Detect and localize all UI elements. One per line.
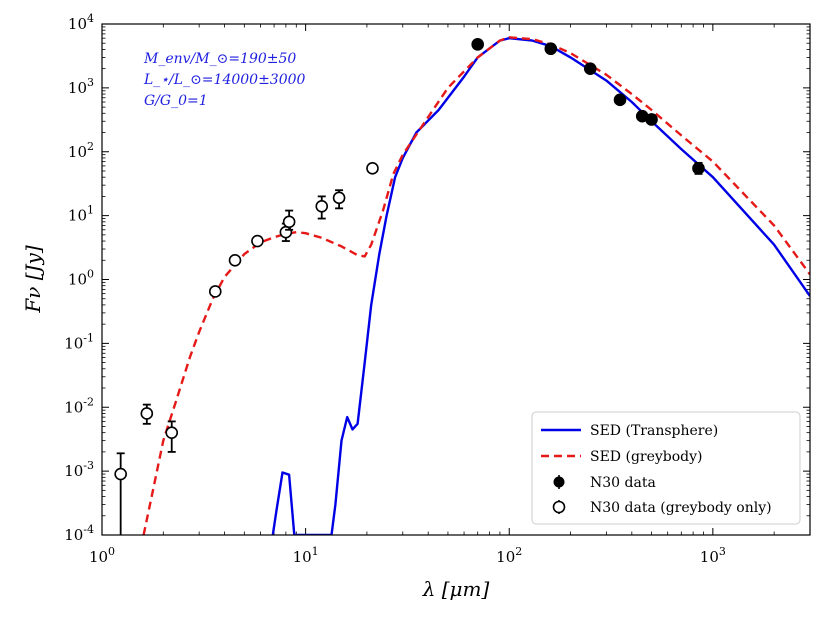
data-point-greybody-only [228,253,242,267]
data-point-greybody-only [332,191,346,205]
data-point-n30 [645,113,658,126]
annotation-block: M_env/M_⊙=190±50 L_⋆/L_⊙=14000±3000 G/G_… [143,51,306,109]
legend-marker-open [552,500,566,514]
x-axis-label: λ [μm] [422,577,490,601]
data-point-n30 [692,162,705,175]
data-point-n30 [471,38,484,51]
data-point-greybody-only [366,162,379,175]
legend-box [531,411,801,525]
annotation-line-mass: M_env/M_⊙=190±50 [143,51,296,67]
data-point-n30 [613,93,627,107]
data-point-greybody-only [251,234,264,248]
legend-label-transphere: SED (Transphere) [590,423,718,439]
legend-label-n30: N30 data [590,475,656,491]
data-point-greybody-only [140,407,154,420]
points-layer [114,38,705,535]
data-point-greybody-only [114,467,127,481]
legend-label-greybody: SED (greybody) [590,449,703,465]
data-point-n30 [544,42,558,56]
y-axis-label: Fν [Jy] [21,245,45,314]
legend: SED (Transphere) SED (greybody) N30 data… [531,411,801,525]
legend-label-n30-greybody: N30 data (greybody only) [590,500,772,516]
annotation-line-g: G/G_0=1 [144,93,208,109]
annotation-line-luminosity: L_⋆/L_⊙=14000±3000 [143,72,306,88]
data-point-greybody-only [208,285,222,298]
data-point-greybody-only [165,426,179,439]
data-point-greybody-only [315,199,329,213]
plot-frame [101,23,811,536]
data-point-n30 [583,62,597,75]
data-point-greybody-only [282,215,296,229]
legend-marker-filled [553,476,565,488]
series-line-greybody [142,36,810,535]
